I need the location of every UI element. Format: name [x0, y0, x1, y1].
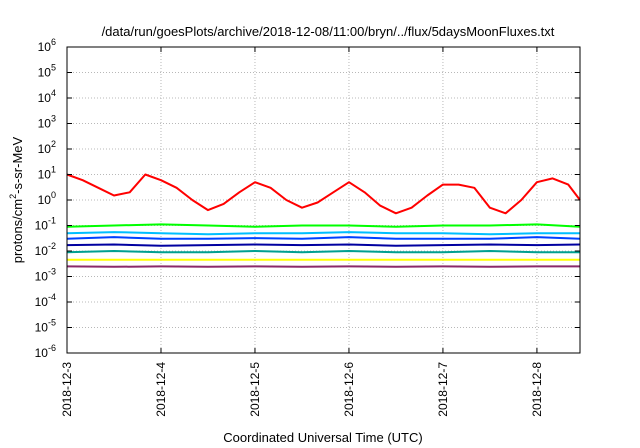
series-line-4 — [66, 236, 581, 240]
x-tick-label: 2018-12-3 — [60, 362, 74, 417]
y-tick-label: 10-6 — [35, 343, 56, 360]
y-axis-label-pre: protons/cm — [10, 199, 25, 263]
series-line-2 — [66, 223, 581, 228]
series-line-1 — [66, 173, 581, 215]
y-tick-label: 100 — [38, 190, 56, 207]
x-axis-label: Coordinated Universal Time (UTC) — [223, 430, 422, 445]
y-tick-label-exp: 2 — [51, 139, 56, 149]
series-line-5 — [66, 243, 581, 247]
series-line-3 — [66, 231, 580, 236]
y-tick-label-exp: -4 — [48, 292, 56, 302]
x-tick-label: 2018-12-6 — [342, 362, 356, 417]
x-tick-label: 2018-12-5 — [248, 362, 262, 417]
y-axis-ticks: 10610510410310210110010-110-210-310-410-… — [35, 37, 580, 360]
y-tick-label-base: 10 — [38, 66, 52, 80]
y-tick-label-base: 10 — [35, 270, 49, 284]
y-tick-label-exp: 3 — [51, 114, 56, 124]
series-lines — [66, 173, 581, 268]
grid-lines — [66, 46, 580, 354]
y-tick-label-base: 10 — [35, 244, 49, 258]
y-tick-label: 10-3 — [35, 267, 56, 284]
y-tick-label-base: 10 — [35, 295, 49, 309]
series-line-6 — [66, 250, 580, 254]
y-tick-label-exp: -2 — [48, 241, 56, 251]
y-tick-label-exp: 5 — [51, 63, 56, 73]
y-tick-label-exp: -5 — [48, 318, 56, 328]
x-tick-label: 2018-12-7 — [436, 362, 450, 417]
y-tick-label: 105 — [38, 63, 56, 80]
y-tick-label-exp: 4 — [51, 88, 56, 98]
y-axis-label-post: -s-sr-MeV — [10, 136, 25, 193]
y-tick-label-exp: -6 — [48, 343, 56, 353]
y-tick-label-base: 10 — [38, 91, 52, 105]
y-tick-label-base: 10 — [35, 219, 49, 233]
chart-title: /data/run/goesPlots/archive/2018-12-08/1… — [102, 24, 555, 39]
y-tick-label-exp: 0 — [51, 190, 56, 200]
y-tick-label: 104 — [38, 88, 56, 105]
y-tick-label: 101 — [38, 165, 56, 182]
y-tick-label-base: 10 — [35, 346, 49, 360]
y-tick-label-base: 10 — [38, 168, 52, 182]
y-tick-label: 10-4 — [35, 292, 56, 309]
y-tick-label: 10-5 — [35, 318, 56, 335]
y-tick-label: 103 — [38, 114, 56, 131]
y-tick-label-exp: -1 — [48, 216, 56, 226]
y-tick-label-exp: -3 — [48, 267, 56, 277]
x-axis-ticks: 2018-12-3 2018-12-4 2018-12-5 2018-12-6 2018… — [60, 47, 544, 417]
y-tick-label-base: 10 — [38, 40, 52, 54]
y-tick-label-base: 10 — [38, 193, 52, 207]
y-tick-label: 10-2 — [35, 241, 56, 258]
y-tick-label: 102 — [38, 139, 56, 156]
x-tick-label: 2018-12-8 — [530, 362, 544, 417]
y-tick-label-exp: 6 — [51, 37, 56, 47]
y-tick-label-exp: 1 — [51, 165, 56, 175]
x-tick-label: 2018-12-4 — [154, 362, 168, 417]
y-tick-label-base: 10 — [35, 321, 49, 335]
y-tick-label: 10-1 — [35, 216, 56, 233]
plot-frame — [66, 46, 581, 354]
y-tick-label: 106 — [38, 37, 56, 54]
y-axis-label: protons/cm2-s-sr-MeV — [8, 136, 25, 263]
y-tick-label-base: 10 — [38, 117, 52, 131]
y-tick-label-base: 10 — [38, 142, 52, 156]
y-axis-label-sup: 2 — [8, 194, 18, 199]
